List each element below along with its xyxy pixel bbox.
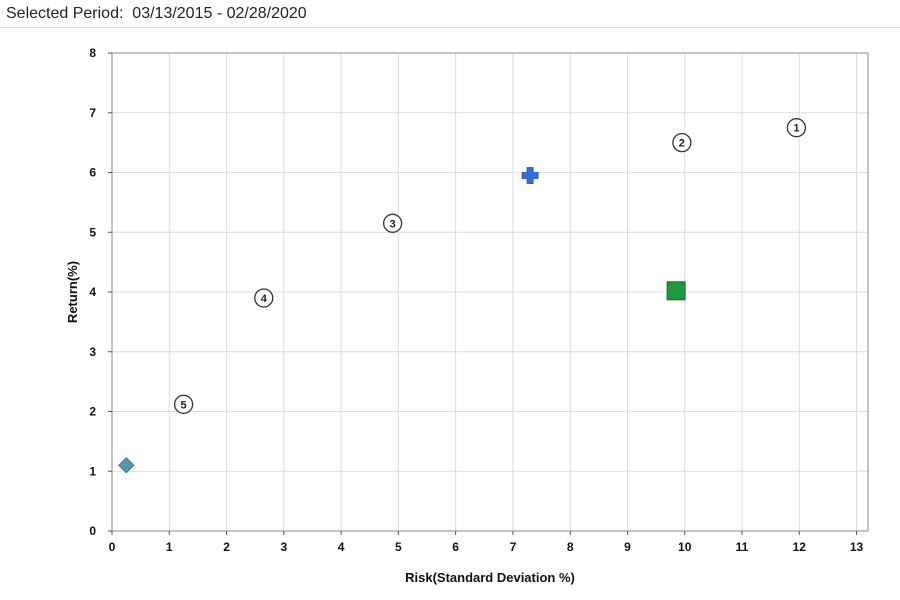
chart-points: 1 2 3 4 5 bbox=[118, 118, 807, 474]
x-tick-label: 2 bbox=[223, 540, 230, 554]
y-tick-label: 6 bbox=[89, 166, 96, 180]
selected-period-label: Selected Period: bbox=[6, 5, 124, 22]
x-tick-label: 10 bbox=[678, 540, 692, 554]
y-axis-label: Return(%) bbox=[65, 261, 80, 323]
numbered-point-circle bbox=[786, 118, 807, 138]
y-tick-label: 8 bbox=[89, 46, 96, 60]
plus-marker-point bbox=[521, 167, 539, 184]
square-marker-point bbox=[666, 281, 686, 301]
selected-period-bar: Selected Period: 03/13/2015 - 02/28/2020 bbox=[0, 0, 900, 28]
y-tick-label: 2 bbox=[89, 405, 96, 419]
x-tick-label: 12 bbox=[793, 540, 807, 554]
x-tick-label: 13 bbox=[850, 540, 864, 554]
y-tick-label: 5 bbox=[89, 225, 96, 239]
x-axis-label: Risk(Standard Deviation %) bbox=[405, 570, 575, 585]
x-axis-ticks: 0 1 2 3 4 5 6 7 8 9 10 11 12 13 bbox=[109, 531, 864, 554]
selected-period-text: Selected Period: 03/13/2015 - 02/28/2020 bbox=[6, 5, 307, 23]
x-tick-label: 7 bbox=[510, 540, 517, 554]
y-tick-label: 4 bbox=[89, 285, 96, 299]
chart-grid bbox=[112, 52, 868, 531]
numbered-point-circle bbox=[382, 213, 403, 233]
x-tick-label: 5 bbox=[395, 540, 402, 554]
x-tick-label: 8 bbox=[567, 540, 574, 554]
y-tick-label: 7 bbox=[89, 106, 96, 120]
numbered-point-circle bbox=[173, 394, 194, 414]
numbered-point-label: 2 bbox=[679, 138, 685, 150]
x-tick-label: 0 bbox=[109, 540, 116, 554]
numbered-point-2: 2 bbox=[672, 132, 692, 153]
numbered-point-label: 3 bbox=[390, 218, 396, 230]
numbered-point-label: 4 bbox=[261, 293, 268, 305]
y-tick-label: 1 bbox=[89, 464, 96, 478]
x-tick-label: 1 bbox=[166, 540, 173, 554]
x-tick-label: 9 bbox=[624, 540, 631, 554]
numbered-point-1: 1 bbox=[786, 118, 807, 138]
numbered-point-circle bbox=[672, 132, 692, 153]
numbered-point-5: 5 bbox=[173, 394, 194, 414]
diamond-marker-point bbox=[118, 457, 135, 474]
x-tick-label: 4 bbox=[338, 540, 345, 554]
numbered-point-circle bbox=[254, 288, 274, 308]
y-axis-ticks: 0 1 2 3 4 5 6 7 8 bbox=[89, 46, 112, 538]
selected-period-range: 03/13/2015 - 02/28/2020 bbox=[132, 5, 307, 22]
numbered-point-label: 5 bbox=[181, 399, 187, 411]
numbered-point-4: 4 bbox=[254, 288, 274, 308]
x-tick-label: 11 bbox=[736, 540, 749, 554]
x-tick-label: 6 bbox=[452, 540, 459, 554]
numbered-point-label: 1 bbox=[793, 123, 799, 135]
x-tick-label: 3 bbox=[280, 540, 287, 554]
y-tick-label: 3 bbox=[89, 345, 96, 359]
numbered-point-3: 3 bbox=[382, 213, 403, 233]
y-tick-label: 0 bbox=[89, 524, 96, 538]
